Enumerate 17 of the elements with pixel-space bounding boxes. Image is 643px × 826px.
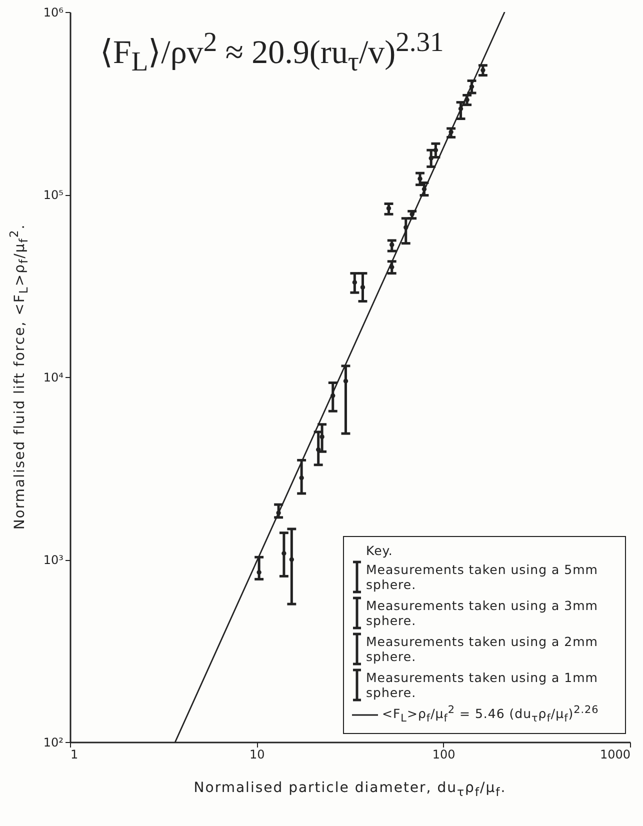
text: <F$_{L}$>ρ$_{f}$/μ$_{f}$$^{2}$ = 5.46 (du$_{τ}$ρ$_{f}$/μ$_{f}$)$^{2.26}$ [382, 704, 599, 725]
legend-label: Measurements taken using a 2mm sphere. [366, 634, 599, 664]
legend-title: Key. [366, 543, 394, 558]
annotation: ⟨F$_{L}$⟩/ρv$^{2}$ ≈ 20.9(ru$_{τ}$/v)$^{2.31}$ [100, 26, 444, 78]
legend-label: Measurements taken using a 1mm sphere. [366, 670, 599, 700]
y-tick-label: 10² [43, 736, 64, 750]
x-tick-label: 100 [432, 748, 456, 762]
legend-label: Measurements taken using a 5mm sphere. [366, 562, 599, 592]
y-tick-label: 10⁴ [43, 370, 64, 384]
y-tick-label: 10³ [43, 553, 64, 567]
y-tick-label: 10⁶ [43, 6, 64, 20]
x-tick-label: 10 [250, 748, 265, 762]
legend-label: Measurements taken using a 3mm sphere. [366, 598, 599, 628]
x-tick-label: 1000 [600, 748, 630, 762]
x-tick-label: 1 [70, 748, 78, 762]
x-axis-title: Normalised particle diameter, du$_{τ}$ρ$_{f}$/μ$_{f}$. [192, 780, 508, 799]
y-tick-label: 10⁵ [43, 188, 64, 202]
